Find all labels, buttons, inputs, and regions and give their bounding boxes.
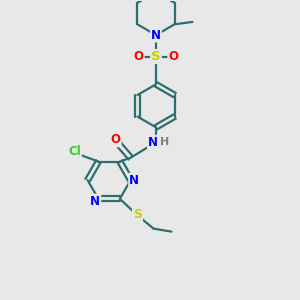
Text: N: N [129, 174, 139, 187]
Text: O: O [134, 50, 144, 63]
Text: N: N [90, 195, 100, 208]
Text: H: H [160, 137, 170, 147]
Text: N: N [151, 28, 161, 41]
Text: S: S [151, 50, 161, 63]
Text: Cl: Cl [68, 145, 81, 158]
Text: S: S [133, 208, 142, 221]
Text: O: O [168, 50, 178, 63]
Text: O: O [111, 133, 121, 146]
Text: N: N [148, 136, 158, 149]
